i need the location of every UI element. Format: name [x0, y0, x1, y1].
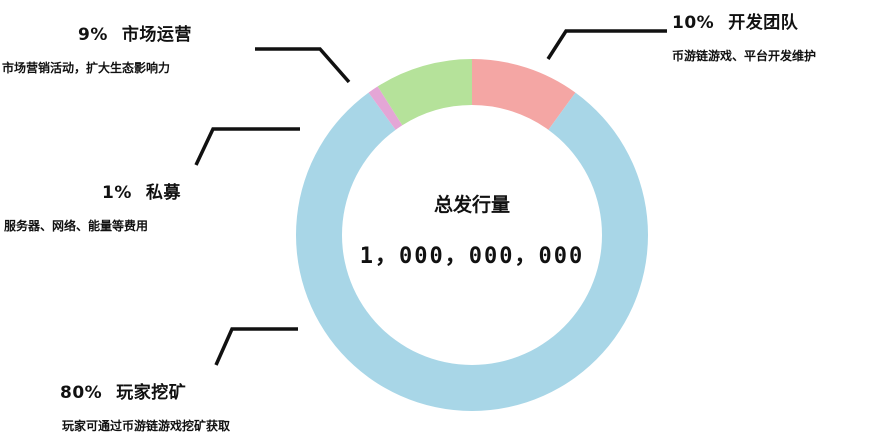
leader-line-team	[546, 29, 667, 60]
label-market-description: 市场营销活动，扩大生态影响力	[2, 61, 171, 75]
label-private-name: 私募	[145, 183, 181, 203]
label-mining-percent: 80%	[60, 383, 103, 403]
label-market-percent: 9%	[78, 25, 108, 45]
label-private: 1% 私募 服务器、网络、能量等费用	[4, 178, 181, 234]
label-team-description: 币游链游戏、平台开发维护	[672, 49, 817, 63]
slice-mining	[296, 92, 649, 412]
donut-slices	[296, 59, 649, 412]
label-private-description: 服务器、网络、能量等费用	[4, 219, 149, 233]
slice-team	[472, 59, 576, 130]
label-private-heading: 1% 私募	[102, 178, 181, 203]
label-market-name: 市场运营	[121, 25, 192, 45]
label-market: 9% 市场运营 市场营销活动，扩大生态影响力	[2, 20, 192, 76]
label-mining: 80% 玩家挖矿 玩家可通过币游链游戏挖矿获取	[60, 378, 231, 434]
leader-lines	[194, 29, 667, 366]
label-mining-name: 玩家挖矿	[116, 383, 187, 403]
label-team-heading: 10% 开发团队	[672, 8, 816, 33]
center-total-value: 1，000，000，000	[359, 244, 585, 269]
label-market-heading: 9% 市场运营	[78, 20, 192, 45]
slice-private	[368, 86, 403, 130]
leader-line-mining	[214, 327, 298, 366]
label-mining-description: 玩家可通过币游链游戏挖矿获取	[62, 419, 231, 433]
center-title: 总发行量	[433, 194, 510, 216]
label-private-percent: 1%	[102, 183, 132, 203]
slice-market	[377, 59, 472, 126]
leader-line-private	[194, 127, 300, 166]
label-team-name: 开发团队	[728, 13, 799, 33]
leader-line-market	[255, 47, 351, 84]
label-mining-heading: 80% 玩家挖矿	[60, 378, 230, 403]
label-team-percent: 10%	[672, 13, 715, 33]
label-team: 10% 开发团队 币游链游戏、平台开发维护	[672, 8, 816, 64]
